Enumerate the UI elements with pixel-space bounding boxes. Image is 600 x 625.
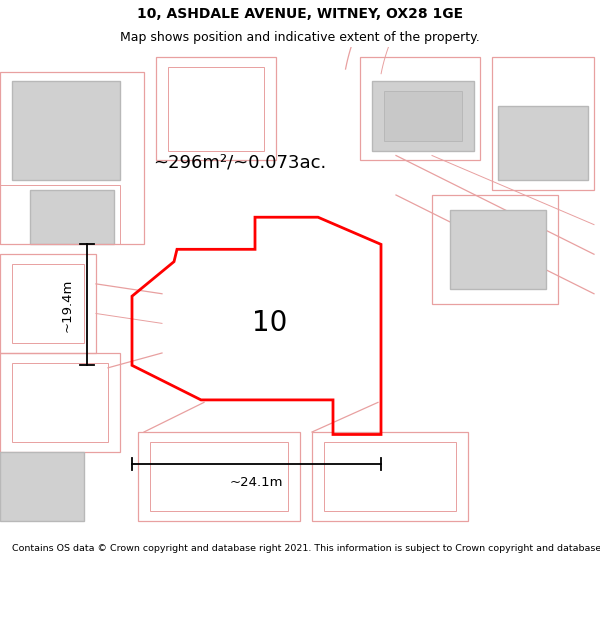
Text: 10, ASHDALE AVENUE, WITNEY, OX28 1GE: 10, ASHDALE AVENUE, WITNEY, OX28 1GE (137, 8, 463, 21)
Text: Map shows position and indicative extent of the property.: Map shows position and indicative extent… (120, 31, 480, 44)
Polygon shape (12, 81, 120, 180)
Polygon shape (30, 190, 114, 244)
Polygon shape (384, 91, 462, 141)
Text: 10: 10 (253, 309, 287, 338)
Text: Contains OS data © Crown copyright and database right 2021. This information is : Contains OS data © Crown copyright and d… (12, 544, 600, 552)
Polygon shape (372, 81, 474, 151)
Text: ~19.4m: ~19.4m (61, 278, 74, 331)
Text: ~296m²/~0.073ac.: ~296m²/~0.073ac. (154, 154, 326, 172)
Polygon shape (498, 106, 588, 180)
Polygon shape (450, 210, 546, 289)
Text: ~24.1m: ~24.1m (230, 476, 283, 489)
Polygon shape (0, 452, 84, 521)
